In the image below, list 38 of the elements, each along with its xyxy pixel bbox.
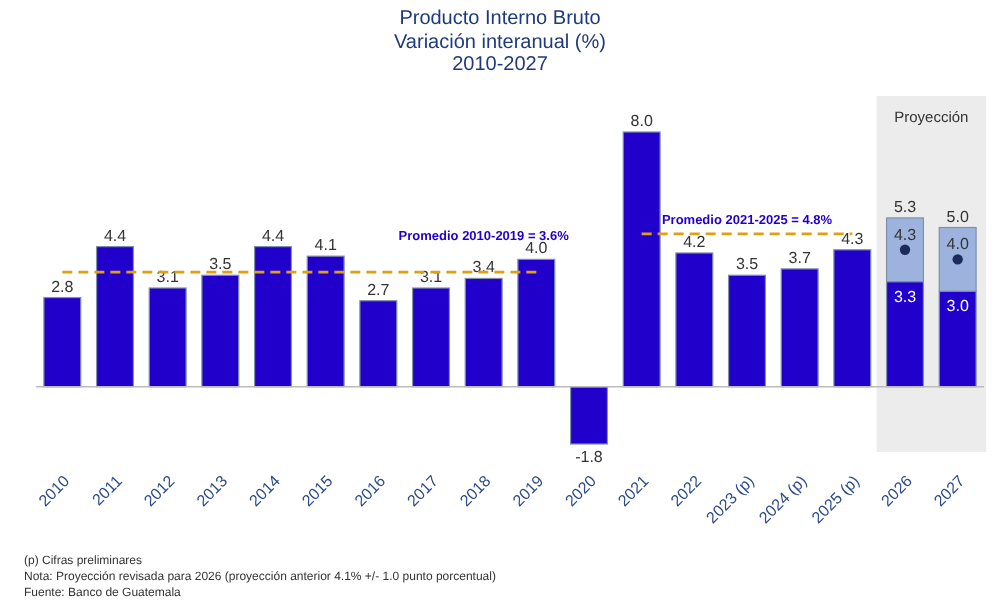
data-label: 4.3 <box>841 229 865 248</box>
data-label: 3.0 <box>946 297 970 316</box>
bar <box>306 255 345 388</box>
bar <box>411 287 451 388</box>
data-label: -1.8 <box>575 448 604 466</box>
data-label: 4.4 <box>103 226 128 245</box>
data-label: 4.1 <box>314 236 338 255</box>
data-label: 3.7 <box>788 248 812 267</box>
data-label: 2.8 <box>51 277 75 296</box>
total-label: 5.3 <box>893 197 918 216</box>
text: Producto Interno Bruto <box>399 8 602 30</box>
data-label: 4.2 <box>683 232 707 251</box>
data-label: 4.0 <box>525 239 549 258</box>
bar <box>727 274 767 388</box>
bar <box>359 300 398 388</box>
data-label: 4.4 <box>261 226 286 245</box>
bar <box>464 277 503 388</box>
data-label: 3.3 <box>893 287 918 306</box>
bar <box>833 249 872 388</box>
bar <box>43 296 82 388</box>
bar <box>201 274 240 388</box>
data-label: 3.5 <box>209 255 233 274</box>
bar <box>780 268 819 388</box>
data-label: 4.0 <box>946 235 970 254</box>
bar <box>569 386 609 445</box>
bar <box>517 258 556 388</box>
bar <box>148 287 187 388</box>
bar <box>675 252 714 388</box>
text: Variación interanual (%) 2010-2027 <box>394 32 606 76</box>
data-label: 2.7 <box>367 280 391 299</box>
data-label: 4.3 <box>893 225 918 244</box>
data-label: 3.5 <box>735 255 760 274</box>
bar <box>253 246 293 388</box>
data-label: 3.4 <box>472 258 496 277</box>
bar <box>622 131 661 388</box>
total-label: 5.0 <box>946 207 970 226</box>
bar <box>95 246 135 388</box>
data-label: 8.0 <box>630 112 654 130</box>
